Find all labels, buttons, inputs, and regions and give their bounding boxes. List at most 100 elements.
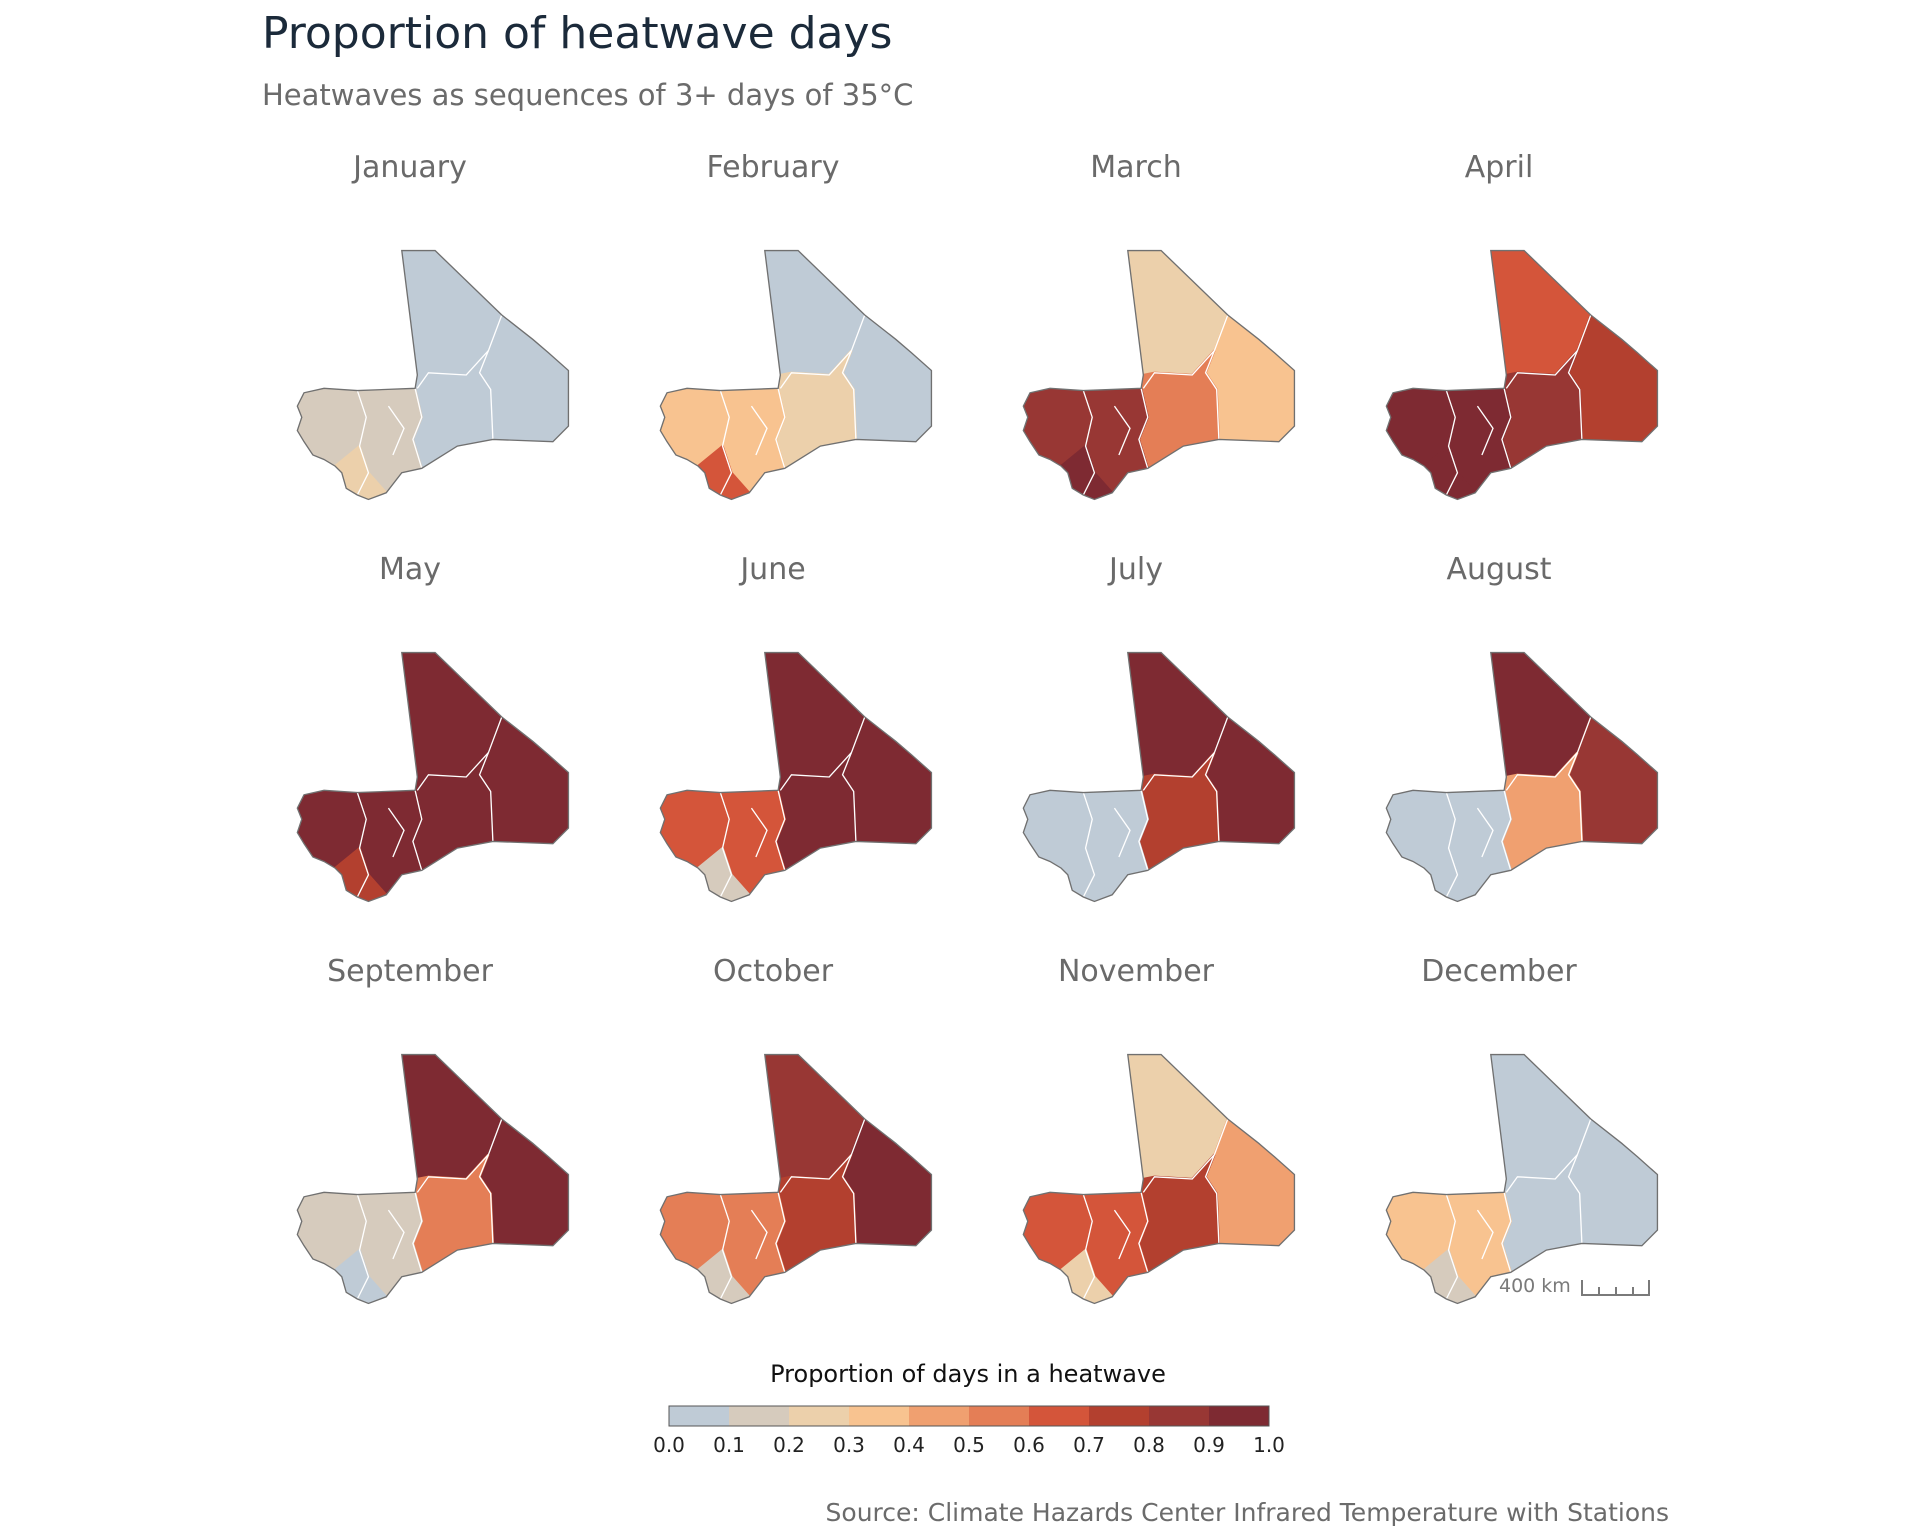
admin-boundary [416,716,503,791]
admin-boundary [387,1209,405,1260]
admin-boundary [412,388,423,469]
map-may [296,651,570,903]
country-outline [1022,249,1296,501]
admin-boundary [1082,792,1096,898]
admin-boundary [478,752,494,842]
country-outline [1385,651,1659,903]
admin-boundary [356,390,370,496]
admin-boundary [356,1194,370,1300]
scalebar [1581,1280,1650,1296]
admin-boundary [1476,405,1494,456]
admin-boundary [1501,790,1512,871]
map-february [659,249,933,501]
panel-title-july: July [1109,552,1163,587]
legend-swatch [1029,1406,1089,1426]
admin-boundary [478,350,494,440]
admin-boundary [1082,390,1096,496]
map-july [1022,651,1296,903]
admin-boundary [478,1154,494,1244]
admin-boundary [1138,790,1149,871]
country-outline [296,1053,570,1305]
country-outline [659,651,933,903]
legend-swatch [969,1406,1029,1426]
admin-boundary [1567,350,1583,440]
panel-title-june: June [740,552,806,587]
admin-boundary [1142,1118,1229,1193]
admin-boundary [1505,716,1592,791]
admin-boundary [1445,792,1459,898]
legend-swatch [849,1406,909,1426]
admin-boundary [1142,314,1229,389]
admin-boundary [750,405,768,456]
admin-boundary [775,1192,786,1273]
map-january [296,249,570,501]
admin-boundary [1567,1154,1583,1244]
country-outline [1385,1053,1659,1305]
admin-boundary [779,314,866,389]
country-outline [659,1053,933,1305]
legend-tick-label: 0.5 [953,1433,985,1457]
map-september [296,1053,570,1305]
panel-title-november: November [1057,954,1215,989]
panel-title-march: March [1090,150,1182,185]
admin-boundary [841,1154,857,1244]
admin-boundary [1567,752,1583,842]
source-note: Source: Climate Hazards Center Infrared … [825,1498,1669,1527]
chart-subtitle: Heatwaves as sequences of 3+ days of 35°… [262,78,914,112]
legend-swatch [909,1406,969,1426]
legend-tick-label: 0.7 [1073,1433,1105,1457]
legend-swatch [1209,1406,1269,1426]
legend-tick-label: 0.4 [893,1433,925,1457]
admin-boundary [1476,807,1494,858]
admin-boundary [779,716,866,791]
admin-boundary [1138,388,1149,469]
panel-title-august: August [1446,552,1552,587]
admin-boundary [416,314,503,389]
admin-boundary [750,1209,768,1260]
legend-tick-label: 1.0 [1253,1433,1285,1457]
panel-title-january: January [353,150,467,185]
country-outline [1022,651,1296,903]
legend-swatch [1089,1406,1149,1426]
country-outline [659,249,933,501]
map-december [1385,1053,1659,1305]
chart-title: Proportion of heatwave days [262,8,893,59]
admin-boundary [1113,405,1131,456]
map-october [659,1053,933,1305]
admin-boundary [412,790,423,871]
legend-tick-label: 0.6 [1013,1433,1045,1457]
legend-tick-label: 0.9 [1193,1433,1225,1457]
admin-boundary [1501,388,1512,469]
admin-boundary [1113,1209,1131,1260]
map-november [1022,1053,1296,1305]
country-outline [296,651,570,903]
country-outline [1022,1053,1296,1305]
legend-tick-label: 0.8 [1133,1433,1165,1457]
admin-boundary [775,388,786,469]
admin-boundary [412,1192,423,1273]
panel-title-may: May [378,552,442,587]
legend-swatch [1149,1406,1209,1426]
admin-boundary [1505,1118,1592,1193]
legend-colorbar [668,1405,1270,1427]
admin-boundary [1476,1209,1494,1260]
map-august [1385,651,1659,903]
admin-boundary [387,807,405,858]
scalebar-label: 400 km [1499,1275,1571,1297]
admin-boundary [1204,350,1220,440]
legend-swatch [789,1406,849,1426]
legend-swatch [729,1406,789,1426]
admin-boundary [750,807,768,858]
admin-boundary [719,792,733,898]
admin-boundary [779,1118,866,1193]
admin-boundary [1445,390,1459,496]
admin-boundary [775,790,786,871]
legend-tick-label: 0.2 [773,1433,805,1457]
panel-title-april: April [1464,150,1534,185]
admin-boundary [1505,314,1592,389]
panel-title-december: December [1421,954,1577,989]
panel-title-september: September [327,954,493,989]
admin-boundary [1113,807,1131,858]
admin-boundary [1142,716,1229,791]
admin-boundary [841,752,857,842]
